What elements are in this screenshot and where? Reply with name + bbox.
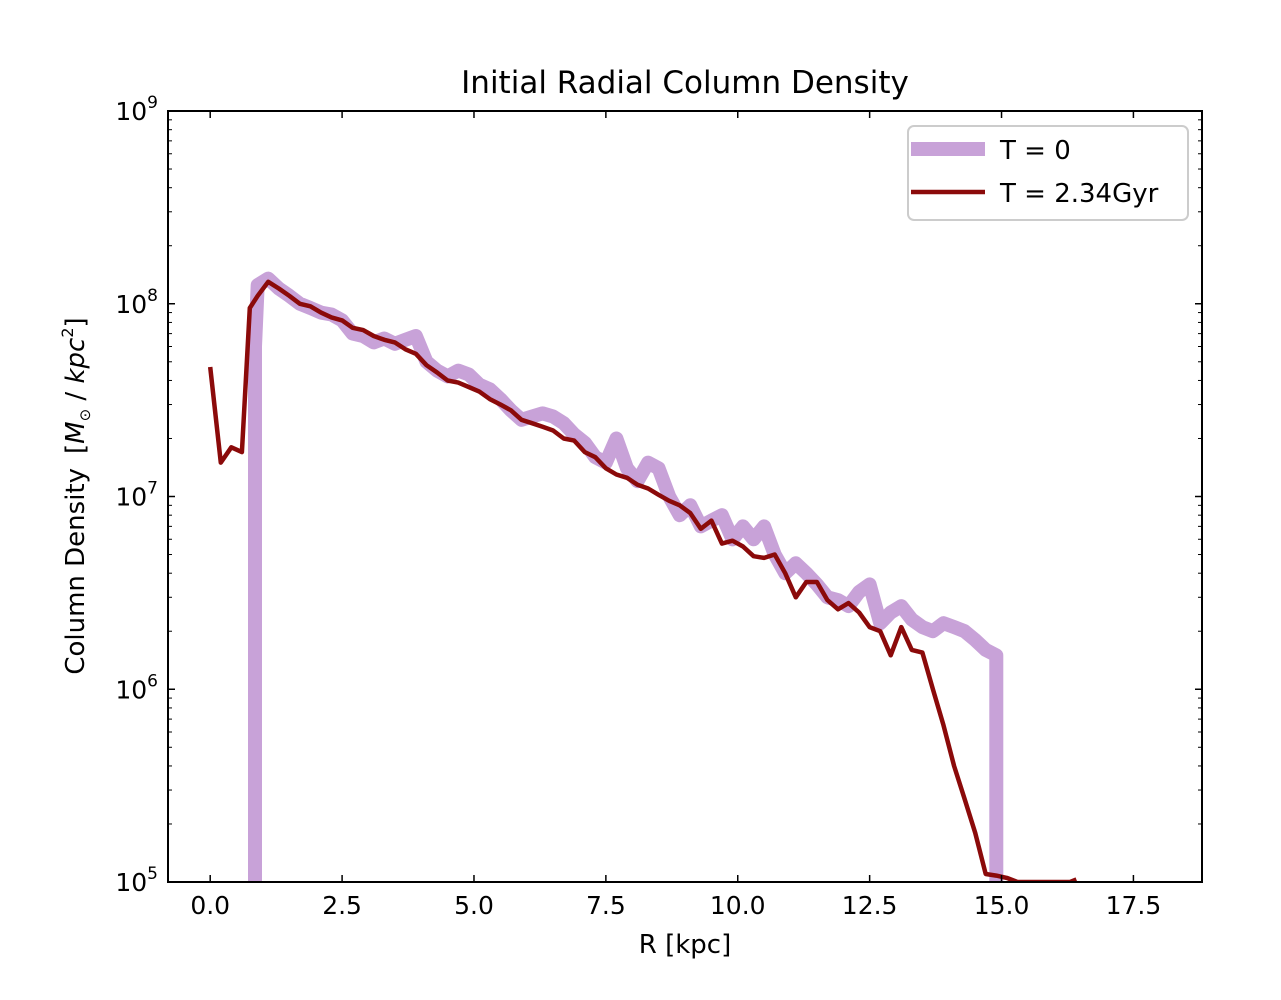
- y-tick-label: 107: [115, 479, 158, 512]
- y-axis-ticks: 105 106 107 108 109: [115, 93, 1202, 897]
- y-tick-label: 105: [115, 864, 158, 897]
- x-tick-label: 7.5: [586, 891, 626, 920]
- legend-label-t0: T = 0: [999, 136, 1071, 166]
- x-tick-label: 0.0: [190, 891, 230, 920]
- chart-title: Initial Radial Column Density: [461, 65, 909, 101]
- x-tick-label: 5.0: [454, 891, 494, 920]
- x-axis-label: R [kpc]: [639, 930, 731, 960]
- y-tick-label: 108: [115, 286, 158, 319]
- y-axis-label: Column Density[M⊙ / kpc2]: [58, 317, 94, 674]
- x-tick-label: 12.5: [842, 891, 898, 920]
- y-tick-label: 106: [115, 671, 158, 704]
- legend-label-t234: T = 2.34Gyr: [999, 179, 1159, 209]
- y-tick-label: 109: [115, 93, 158, 126]
- x-axis-ticks: 0.0 2.5 5.0 7.5 10.0 12.5 15.0 17.5: [190, 111, 1161, 920]
- plot-frame: [167, 110, 1203, 883]
- x-tick-label: 10.0: [710, 891, 766, 920]
- series-line-t0: [248, 271, 1004, 882]
- x-tick-label: 2.5: [322, 891, 362, 920]
- legend: T = 0 T = 2.34Gyr: [907, 125, 1189, 221]
- y-axis-label-text: Column Density: [61, 468, 91, 675]
- x-tick-label: 17.5: [1106, 891, 1162, 920]
- x-tick-label: 15.0: [974, 891, 1030, 920]
- series-layer: [207, 271, 1078, 882]
- series-line-t234: [207, 279, 1078, 882]
